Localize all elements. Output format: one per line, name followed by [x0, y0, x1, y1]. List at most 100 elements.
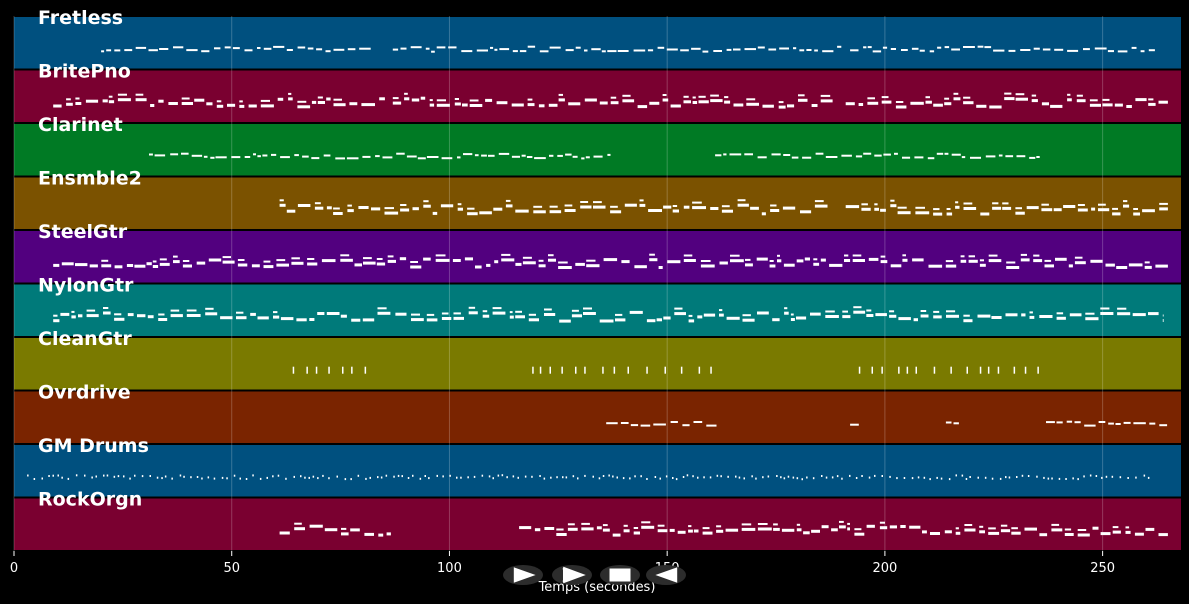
note [715, 154, 722, 157]
note [441, 317, 452, 320]
note [420, 96, 426, 100]
note [1029, 315, 1035, 319]
note [245, 478, 248, 480]
note [803, 531, 810, 535]
note [615, 318, 626, 322]
note [239, 104, 245, 108]
note [1117, 312, 1131, 316]
note [1144, 265, 1152, 269]
note [742, 318, 755, 322]
note [880, 255, 886, 258]
note [693, 529, 699, 533]
note [399, 257, 407, 261]
note [804, 257, 810, 261]
note [307, 47, 314, 50]
note [1098, 421, 1106, 423]
note [1090, 259, 1103, 263]
note [1068, 264, 1073, 268]
track-notes [27, 474, 1150, 481]
note [350, 528, 360, 532]
note [564, 204, 573, 207]
note [492, 477, 494, 480]
note [592, 475, 594, 478]
note [173, 255, 178, 258]
fast-forward-button[interactable] [552, 565, 592, 585]
note [333, 98, 342, 101]
note [361, 103, 375, 107]
note [737, 199, 746, 202]
stop-button[interactable] [600, 565, 640, 585]
note [784, 307, 788, 310]
note [259, 477, 262, 480]
note [1145, 527, 1155, 531]
note [989, 105, 1002, 109]
note [222, 256, 231, 259]
note [556, 476, 558, 479]
note [743, 477, 745, 480]
note [953, 422, 959, 425]
note [288, 92, 292, 95]
note [314, 202, 321, 205]
note [294, 527, 305, 531]
note [757, 311, 769, 315]
note [1123, 421, 1131, 424]
note [1029, 311, 1033, 314]
note [364, 532, 374, 536]
note [440, 204, 454, 208]
note [702, 527, 710, 530]
note [114, 313, 122, 316]
note [769, 260, 774, 262]
note [656, 318, 662, 322]
note [901, 49, 908, 51]
note [1033, 254, 1040, 257]
fast-forward-icon [562, 566, 586, 584]
note [762, 104, 774, 108]
note [815, 152, 824, 155]
note [467, 212, 478, 216]
note [67, 477, 70, 480]
note [845, 205, 860, 209]
note [260, 99, 270, 102]
note [858, 103, 864, 106]
note [745, 258, 751, 261]
note [646, 319, 656, 323]
note [464, 257, 473, 261]
note [897, 206, 907, 209]
note [925, 96, 930, 99]
note [266, 476, 268, 479]
note [599, 319, 614, 323]
note [462, 103, 468, 107]
rewind-button[interactable] [646, 565, 686, 585]
note [511, 103, 524, 107]
note [933, 315, 942, 319]
note [252, 474, 254, 477]
note [756, 257, 768, 261]
note [436, 99, 446, 102]
track-notes [101, 45, 1155, 53]
note [124, 49, 133, 52]
note [767, 475, 770, 478]
note [214, 47, 221, 50]
note [620, 422, 629, 424]
note [796, 523, 801, 526]
note [449, 474, 451, 477]
note [1162, 319, 1164, 322]
note [710, 99, 723, 103]
note [380, 476, 383, 479]
note [1015, 211, 1025, 215]
note [593, 155, 603, 158]
note [1102, 98, 1110, 101]
note [1159, 202, 1168, 205]
play-button[interactable] [503, 565, 543, 585]
note [317, 96, 323, 99]
note [692, 96, 696, 99]
note [279, 531, 290, 535]
note [900, 525, 906, 528]
note [311, 157, 320, 160]
note [768, 48, 777, 51]
note [584, 474, 586, 477]
note [811, 104, 818, 107]
note [945, 264, 957, 268]
note [277, 474, 280, 477]
note [979, 366, 982, 374]
